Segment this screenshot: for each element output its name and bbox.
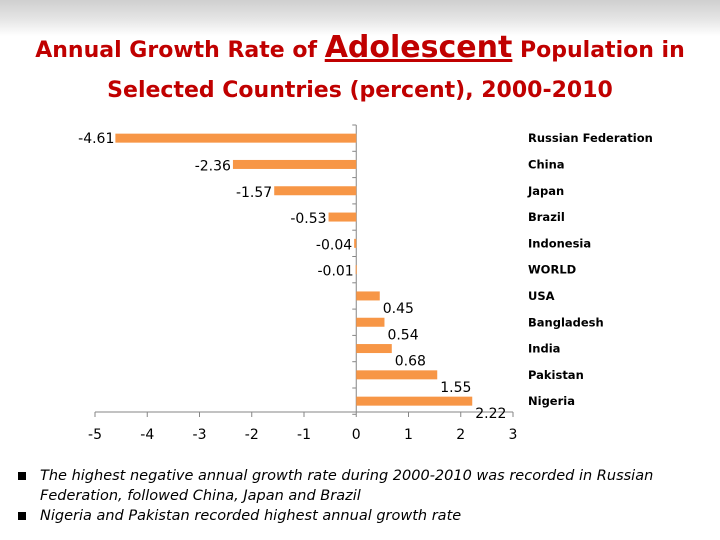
bar	[115, 133, 357, 143]
x-tick-label: 2	[456, 427, 465, 443]
top-band	[0, 0, 720, 36]
bar-chart: -5 -4 -3 -2 -1 0 1 2 3 -4.61 Russian Federation -2.…	[78, 124, 653, 443]
data-label: -2.36	[195, 158, 231, 174]
title-line-1: Annual Growth Rate of Adolescent Populat…	[0, 28, 720, 71]
category-label: China	[528, 157, 565, 171]
title-highlight: Adolescent	[324, 30, 513, 65]
data-label: -1.57	[236, 185, 272, 201]
category-label: Russian Federation	[528, 131, 653, 145]
bar	[355, 265, 357, 275]
x-tick-label: -4	[140, 427, 154, 443]
x-tick-label: -5	[88, 427, 102, 443]
bullet-icon	[18, 512, 26, 520]
category-label: Nigeria	[528, 394, 575, 408]
x-tick-label: 3	[509, 427, 518, 443]
category-label: WORLD	[528, 263, 576, 277]
bar	[274, 186, 357, 196]
title-line-2: Selected Countries (percent), 2000-2010	[107, 78, 613, 103]
note-text: The highest negative annual growth rate …	[40, 468, 654, 504]
x-tick-label: 0	[352, 427, 361, 443]
bar	[356, 370, 438, 380]
title-part-2: Population in	[520, 38, 685, 63]
category-label: Japan	[527, 184, 564, 198]
data-label: 0.45	[383, 301, 414, 317]
x-tick-label: -3	[193, 427, 207, 443]
note-item: The highest negative annual growth rate …	[18, 466, 708, 506]
data-label: -0.53	[290, 211, 326, 227]
bar	[356, 317, 385, 327]
bar	[356, 396, 473, 406]
note-text: Nigeria and Pakistan recorded highest an…	[40, 508, 462, 524]
x-tick-label: -2	[245, 427, 259, 443]
x-tick-label: 1	[404, 427, 413, 443]
category-label: Bangladesh	[528, 315, 604, 329]
bar	[356, 344, 392, 354]
data-label: 2.22	[475, 406, 506, 422]
data-label: 0.68	[395, 354, 426, 370]
category-label: Pakistan	[528, 368, 584, 382]
data-label: 1.55	[440, 380, 471, 396]
data-label: -0.04	[316, 237, 352, 253]
data-label: -0.01	[317, 264, 353, 280]
data-label: -4.61	[78, 131, 114, 147]
notes-list: The highest negative annual growth rate …	[18, 466, 708, 526]
chart-title: Annual Growth Rate of Adolescent Populat…	[0, 28, 720, 111]
bullet-icon	[18, 472, 26, 480]
category-label: India	[528, 342, 560, 356]
data-label: 0.54	[387, 327, 418, 343]
note-item: Nigeria and Pakistan recorded highest an…	[18, 506, 708, 526]
category-label: Indonesia	[528, 236, 591, 250]
bar	[328, 212, 357, 222]
title-part-1: Annual Growth Rate of	[35, 38, 318, 63]
category-label: Brazil	[528, 210, 565, 224]
x-tick-label: -1	[297, 427, 311, 443]
bar	[232, 159, 357, 169]
bar	[356, 291, 380, 301]
bar	[354, 238, 357, 248]
category-label: USA	[528, 289, 555, 303]
